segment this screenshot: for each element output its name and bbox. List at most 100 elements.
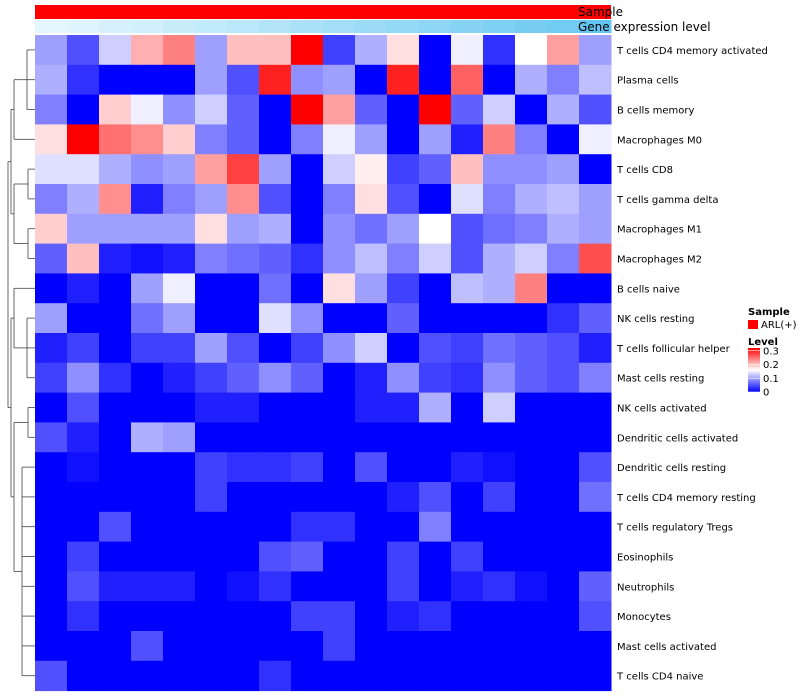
heatmap-cell: [483, 482, 516, 513]
row-label: Dendritic cells resting: [617, 463, 726, 474]
heatmap-cell: [227, 511, 260, 543]
heatmap-cell: [515, 660, 548, 692]
heatmap-cell: [259, 124, 292, 155]
heatmap-cell: [387, 303, 420, 334]
heatmap-cell: [291, 362, 324, 394]
heatmap-cell: [483, 273, 516, 304]
row-label: NK cells activated: [617, 404, 707, 415]
heatmap-cell: [35, 482, 68, 513]
heatmap-cell: [195, 94, 228, 125]
heatmap-cell: [515, 303, 548, 334]
heatmap-cell: [35, 64, 68, 96]
heatmap-cell: [579, 511, 612, 543]
gene-expression-cell: [451, 20, 484, 33]
gene-expression-cell: [419, 20, 452, 33]
heatmap-cell: [163, 333, 196, 364]
heatmap-cell: [451, 511, 484, 543]
heatmap-cell: [387, 660, 420, 692]
heatmap-cell: [227, 303, 260, 334]
heatmap-cell: [259, 303, 292, 334]
heatmap-cell: [35, 154, 68, 185]
row-label: Eosinophils: [617, 553, 673, 564]
heatmap-cell: [451, 273, 484, 304]
legend-tick-label: 0: [763, 388, 769, 399]
heatmap-cell: [451, 154, 484, 185]
heatmap-cell: [291, 482, 324, 513]
heatmap-cell: [163, 392, 196, 423]
heatmap-cell: [195, 362, 228, 394]
heatmap-cell: [355, 303, 388, 334]
heatmap-cell: [515, 243, 548, 274]
heatmap-cell: [483, 541, 516, 572]
heatmap-cell: [99, 124, 132, 155]
heatmap-cell: [291, 660, 324, 692]
heatmap-cell: [451, 392, 484, 423]
heatmap-cell: [451, 35, 484, 66]
heatmap-cell: [323, 64, 356, 96]
gene-expression-cell: [547, 20, 580, 33]
heatmap-cell: [227, 184, 260, 215]
row-label: T cells CD4 memory resting: [616, 493, 756, 504]
gene-expression-cell: [515, 20, 548, 33]
heatmap-cell: [99, 422, 132, 453]
heatmap-cell: [163, 631, 196, 662]
heatmap-cell: [419, 333, 452, 364]
row-label: Macrophages M0: [617, 135, 702, 146]
heatmap-cell: [227, 392, 260, 423]
heatmap-cell: [387, 333, 420, 364]
heatmap-cell: [355, 184, 388, 215]
heatmap-cell: [259, 333, 292, 364]
heatmap-cell: [547, 273, 580, 304]
heatmap-cell: [387, 35, 420, 66]
heatmap-cell: [515, 362, 548, 394]
heatmap-cell: [35, 571, 68, 602]
heatmap-cell: [387, 64, 420, 96]
heatmap-cell: [195, 124, 228, 155]
heatmap-cell: [195, 213, 228, 245]
heatmap-cell: [99, 64, 132, 96]
heatmap-cell: [515, 124, 548, 155]
heatmap-cell: [483, 303, 516, 334]
heatmap-cell: [67, 392, 100, 423]
heatmap-cell: [547, 124, 580, 155]
heatmap-cell: [355, 333, 388, 364]
heatmap-cell: [291, 303, 324, 334]
heatmap-cell: [387, 631, 420, 662]
heatmap-cell: [99, 184, 132, 215]
heatmap-cell: [99, 94, 132, 125]
heatmap-cell: [195, 482, 228, 513]
heatmap-cell: [67, 660, 100, 692]
heatmap-cell: [195, 392, 228, 423]
heatmap-cell: [131, 511, 164, 543]
heatmap-cell: [483, 511, 516, 543]
heatmap-cell: [419, 124, 452, 155]
heatmap-cell: [67, 631, 100, 662]
row-label: B cells memory: [617, 106, 694, 117]
heatmap-cell: [291, 511, 324, 543]
heatmap-cell: [355, 35, 388, 66]
heatmap-cell: [131, 392, 164, 423]
heatmap-cell: [451, 541, 484, 572]
heatmap-cell: [259, 541, 292, 572]
heatmap-cell: [387, 154, 420, 185]
heatmap-cell: [131, 362, 164, 394]
heatmap-cell: [227, 154, 260, 185]
heatmap-cell: [131, 333, 164, 364]
heatmap-cell: [227, 94, 260, 125]
annotation-label-gene-expression: Gene expression level: [578, 20, 711, 34]
heatmap-cell: [227, 631, 260, 662]
heatmap-cell: [387, 392, 420, 423]
heatmap-cell: [547, 243, 580, 274]
heatmap-cell: [195, 631, 228, 662]
heatmap-cell: [515, 631, 548, 662]
heatmap-cell: [419, 392, 452, 423]
heatmap-cell: [35, 213, 68, 245]
heatmap-cell: [355, 392, 388, 423]
heatmap-cell: [259, 482, 292, 513]
gene-expression-cell: [163, 20, 196, 33]
heatmap-cell: [515, 35, 548, 66]
heatmap-cell: [35, 541, 68, 572]
heatmap-cell: [355, 154, 388, 185]
heatmap-cell: [387, 511, 420, 543]
gene-expression-cell: [131, 20, 164, 33]
